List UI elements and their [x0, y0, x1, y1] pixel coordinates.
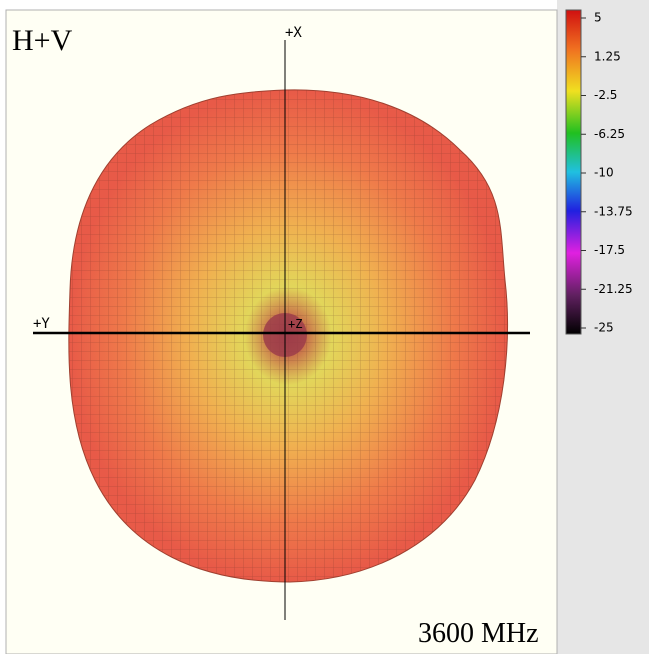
colorbar-tick-label: -17.5 [594, 243, 625, 257]
colorbar-tick-label: -2.5 [594, 88, 617, 102]
colorbar-tick-label: -21.25 [594, 282, 633, 296]
colorbar-tick-label: 5 [594, 11, 602, 25]
radiation-pattern-view: H+V +X +Y +Z 3600 MHz 5 1.25 -2.5 -6.25 -10 -… [0, 0, 649, 654]
colorbar-tick-label: 1.25 [594, 49, 621, 63]
x-axis-label: +X [285, 25, 302, 41]
colorbar [566, 10, 581, 334]
colorbar-tick-label: -25 [594, 321, 614, 335]
z-axis-label: +Z [288, 317, 302, 331]
frequency-label: 3600 MHz [418, 618, 539, 649]
colorbar-tick-label: -6.25 [594, 127, 625, 141]
polarization-label: H+V [12, 24, 73, 57]
y-axis-label: +Y [33, 316, 50, 332]
colorbar-tick-label: -10 [594, 166, 614, 180]
colorbar-tick-label: -13.75 [594, 204, 633, 218]
